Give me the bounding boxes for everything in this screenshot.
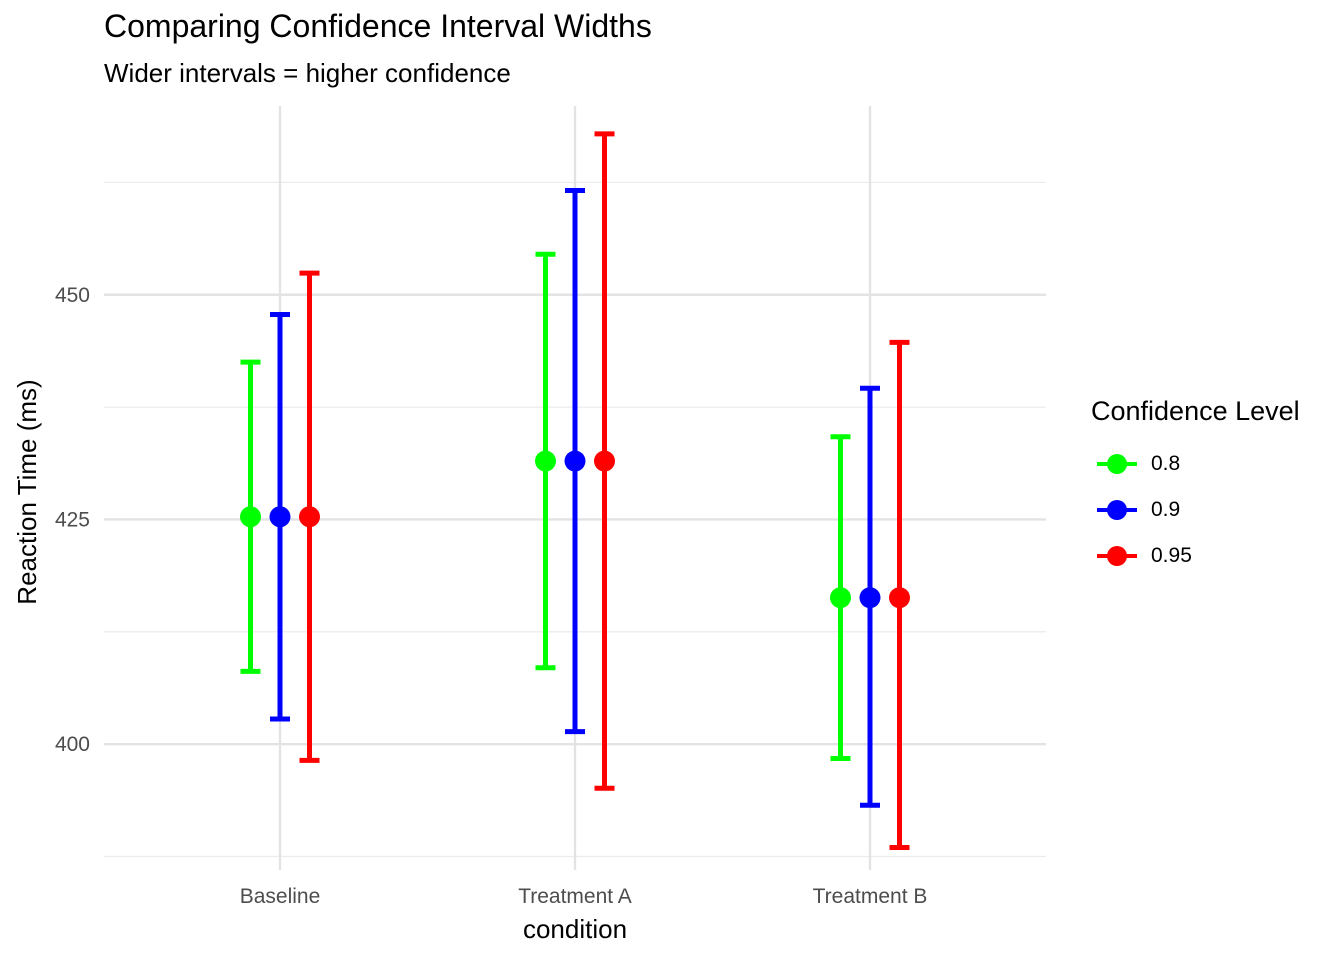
legend-key	[1095, 544, 1139, 568]
x-tick-label: Treatment B	[813, 885, 928, 908]
chart-title: Comparing Confidence Interval Widths	[104, 8, 652, 44]
legend-item: 0.95	[1091, 533, 1300, 579]
axis-ticks: 400 425 450 Baseline Treatment A Treatment B	[55, 284, 927, 908]
mean-point	[299, 506, 320, 528]
legend-title: Confidence Level	[1091, 396, 1300, 426]
legend-label: 0.95	[1151, 544, 1192, 567]
legend-key	[1095, 452, 1139, 476]
error-bar-group	[240, 359, 261, 674]
error-bar-group	[859, 385, 881, 808]
legend-label: 0.8	[1151, 452, 1181, 475]
error-bar-group	[830, 434, 851, 762]
mean-point	[269, 506, 291, 528]
legend-item: 0.8	[1091, 441, 1300, 487]
mean-point	[535, 450, 556, 472]
y-tick-label: 450	[55, 284, 90, 307]
mean-point	[830, 587, 851, 609]
mean-point	[240, 506, 261, 528]
legend-key	[1095, 498, 1139, 522]
error-bar-group	[564, 187, 586, 735]
error-bar-group	[269, 312, 291, 722]
chart-subtitle: Wider intervals = higher confidence	[104, 58, 511, 88]
y-axis-title: Reaction Time (ms)	[12, 379, 42, 604]
mean-point	[594, 450, 615, 472]
error-bar-group	[535, 251, 556, 671]
mean-point	[859, 587, 881, 609]
legend-key-dot	[1107, 546, 1127, 566]
mean-point	[564, 450, 586, 472]
legend-item: 0.9	[1091, 487, 1300, 533]
legend-label: 0.9	[1151, 498, 1181, 521]
mean-point	[889, 587, 910, 609]
data-marks	[240, 131, 910, 851]
y-tick-label: 425	[55, 508, 90, 531]
error-bar-group	[889, 339, 910, 851]
legend-key-dot	[1107, 500, 1127, 520]
x-tick-label: Treatment A	[518, 885, 632, 908]
legend: Confidence Level 0.8 0.9 0.95	[1091, 396, 1300, 579]
y-tick-label: 400	[55, 733, 90, 756]
error-bar-group	[594, 131, 615, 791]
error-bar-group	[299, 270, 320, 763]
legend-items: 0.8 0.9 0.95	[1091, 441, 1300, 579]
x-tick-label: Baseline	[240, 885, 321, 908]
legend-key-dot	[1107, 454, 1127, 474]
x-axis-title: condition	[523, 914, 627, 944]
